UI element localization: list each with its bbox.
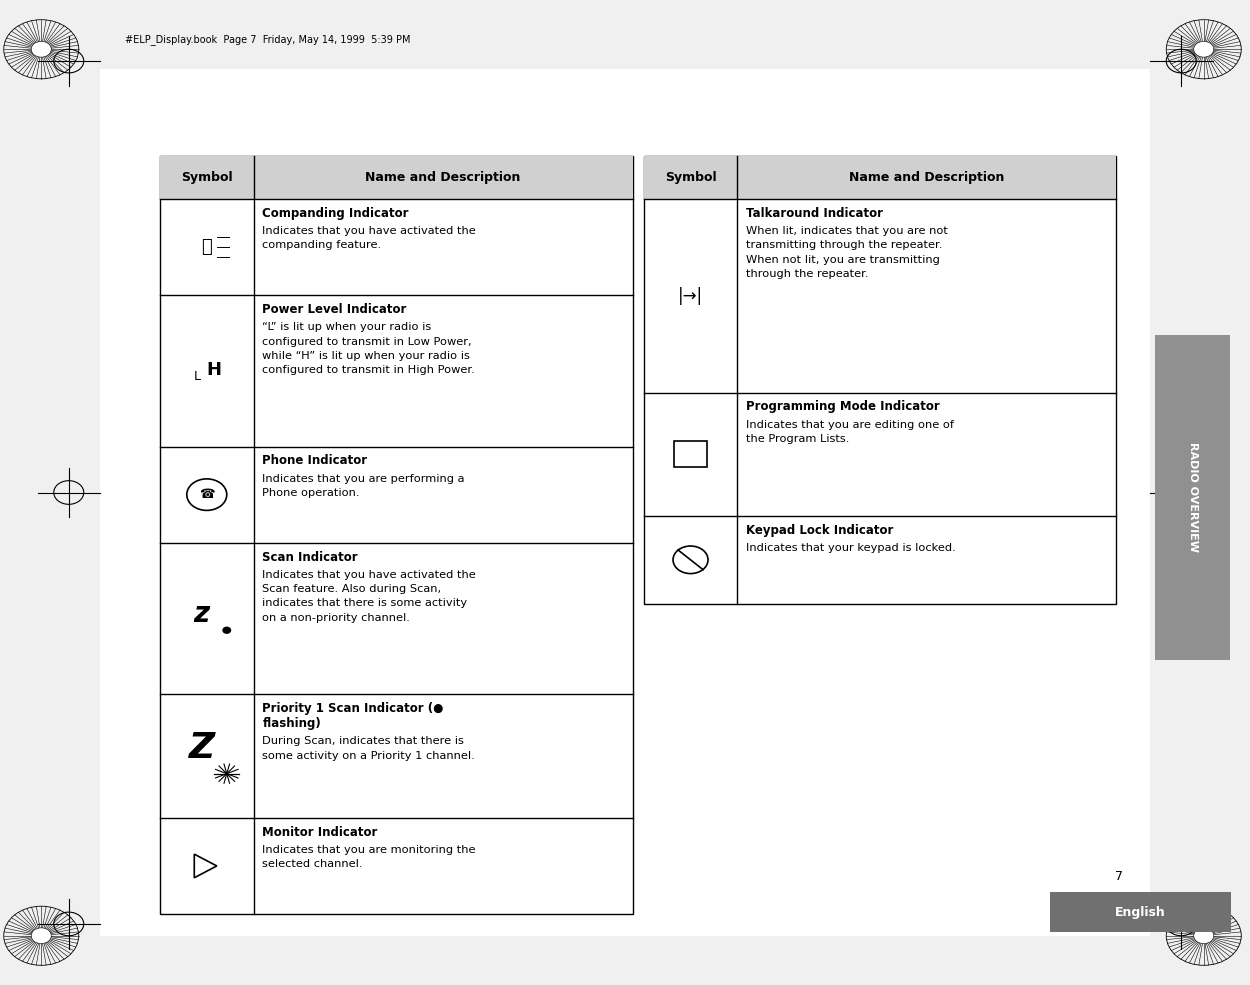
Text: through the repeater.: through the repeater. (746, 269, 869, 279)
Text: the Program Lists.: the Program Lists. (746, 434, 850, 444)
Bar (1155, 335, 1230, 660)
Text: transmitting through the repeater.: transmitting through the repeater. (746, 240, 942, 250)
Text: Phone operation.: Phone operation. (262, 488, 360, 497)
Text: Power Level Indicator: Power Level Indicator (262, 303, 406, 316)
Bar (674, 441, 706, 467)
Text: ☎: ☎ (199, 489, 215, 501)
Bar (1050, 892, 1231, 932)
Text: on a non-priority channel.: on a non-priority channel. (262, 613, 410, 623)
Text: |→|: |→| (678, 287, 702, 304)
Text: selected channel.: selected channel. (262, 859, 362, 869)
Text: Name and Description: Name and Description (849, 170, 1005, 184)
Text: Z: Z (189, 731, 215, 765)
Circle shape (31, 928, 51, 944)
Circle shape (1194, 41, 1214, 57)
Text: 7: 7 (1115, 870, 1122, 884)
Text: configured to transmit in High Power.: configured to transmit in High Power. (262, 365, 475, 375)
Text: Priority 1 Scan Indicator (●: Priority 1 Scan Indicator (● (262, 702, 444, 715)
Text: Symbol: Symbol (665, 170, 716, 184)
Text: Indicates that you are performing a: Indicates that you are performing a (262, 474, 465, 484)
Circle shape (31, 41, 51, 57)
Bar (644, 156, 1116, 604)
Text: Scan feature. Also during Scan,: Scan feature. Also during Scan, (262, 584, 441, 594)
Text: Indicates that you are monitoring the: Indicates that you are monitoring the (262, 845, 476, 855)
Text: Indicates that you have activated the: Indicates that you have activated the (262, 570, 476, 580)
Text: Monitor Indicator: Monitor Indicator (262, 825, 378, 838)
Text: Indicates that you have activated the: Indicates that you have activated the (262, 226, 476, 236)
Text: Keypad Lock Indicator: Keypad Lock Indicator (746, 524, 894, 537)
Text: Scan Indicator: Scan Indicator (262, 551, 358, 563)
Text: H: H (206, 361, 221, 379)
Text: configured to transmit in Low Power,: configured to transmit in Low Power, (262, 337, 472, 347)
Text: During Scan, indicates that there is: During Scan, indicates that there is (262, 737, 464, 747)
Text: #ELP_Display.book  Page 7  Friday, May 14, 1999  5:39 PM: #ELP_Display.book Page 7 Friday, May 14,… (125, 33, 410, 45)
Text: Phone Indicator: Phone Indicator (262, 454, 368, 468)
Text: some activity on a Priority 1 channel.: some activity on a Priority 1 channel. (262, 751, 475, 760)
Bar (160, 156, 632, 199)
Text: companding feature.: companding feature. (262, 240, 381, 250)
Text: z: z (194, 601, 210, 628)
Text: Companding Indicator: Companding Indicator (262, 207, 409, 220)
Bar (160, 156, 632, 914)
Bar (100, 69, 1150, 936)
Text: Programming Mode Indicator: Programming Mode Indicator (746, 401, 940, 414)
Text: When not lit, you are transmitting: When not lit, you are transmitting (746, 255, 940, 265)
Text: Talkaround Indicator: Talkaround Indicator (746, 207, 882, 220)
Text: Indicates that your keypad is locked.: Indicates that your keypad is locked. (746, 543, 956, 553)
Text: RADIO OVERVIEW: RADIO OVERVIEW (1188, 442, 1198, 553)
Text: When lit, indicates that you are not: When lit, indicates that you are not (746, 226, 948, 236)
Circle shape (1194, 928, 1214, 944)
Text: L: L (194, 370, 200, 383)
Circle shape (222, 627, 230, 633)
Text: Indicates that you are editing one of: Indicates that you are editing one of (746, 420, 954, 429)
Text: English: English (1115, 905, 1166, 919)
Text: Symbol: Symbol (181, 170, 232, 184)
Text: “L” is lit up when your radio is: “L” is lit up when your radio is (262, 322, 431, 332)
Text: flashing): flashing) (262, 717, 321, 730)
Text: indicates that there is some activity: indicates that there is some activity (262, 599, 468, 609)
Text: Name and Description: Name and Description (365, 170, 521, 184)
Bar (644, 156, 1116, 199)
Text: ⌕: ⌕ (201, 238, 212, 256)
Text: while “H” is lit up when your radio is: while “H” is lit up when your radio is (262, 351, 470, 361)
